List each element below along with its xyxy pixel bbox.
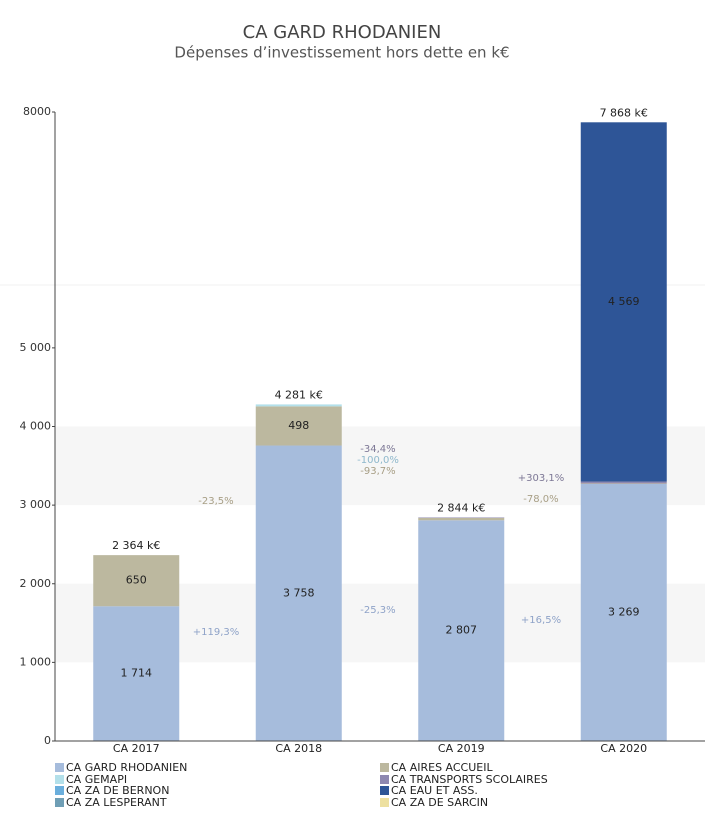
legend-swatch <box>55 798 64 807</box>
legend-label: CA GARD RHODANIEN <box>66 761 187 774</box>
legend-label: CA ZA LESPERANT <box>66 796 167 809</box>
chart-subtitle: Dépenses d’investissement hors dette en … <box>174 44 509 62</box>
legend-label: CA ZA DE SARCIN <box>391 796 488 809</box>
legend-label: CA EAU ET ASS. <box>391 784 478 797</box>
legend-swatch <box>55 786 64 795</box>
bar-segment <box>255 406 342 446</box>
legend-swatch <box>55 763 64 772</box>
legend-label: CA ZA DE BERNON <box>66 784 169 797</box>
change-annotation: -93,7% <box>360 466 395 477</box>
y-tick-label: 8000 <box>23 105 51 118</box>
value-label: 1 714 <box>121 667 153 680</box>
change-annotation: -23,5% <box>198 496 233 507</box>
chart-title: CA GARD RHODANIEN <box>243 22 442 43</box>
y-tick-label: 5 000 <box>20 341 52 354</box>
legend-label: CA TRANSPORTS SCOLAIRES <box>391 773 548 786</box>
bar-segment <box>580 483 667 484</box>
value-label: 4 569 <box>608 295 640 308</box>
legend-swatch <box>380 775 389 784</box>
value-label: 3 758 <box>283 586 315 599</box>
x-tick-label: CA 2019 <box>438 742 485 755</box>
bar-segment <box>255 445 342 741</box>
y-tick-label: 3 000 <box>20 498 52 511</box>
y-tick-label: 2 000 <box>20 577 52 590</box>
bar-segment <box>255 404 342 407</box>
x-tick-label: CA 2018 <box>275 742 322 755</box>
y-tick-label: 1 000 <box>20 655 52 668</box>
value-label: 650 <box>126 574 147 587</box>
change-annotation: -25,3% <box>360 605 395 616</box>
value-label: 498 <box>288 419 309 432</box>
bar-segment <box>93 606 180 741</box>
change-annotation: -78,0% <box>523 494 558 505</box>
legend-label: CA GEMAPI <box>66 773 127 786</box>
legend-swatch <box>380 763 389 772</box>
total-label: 7 868 k€ <box>600 106 648 119</box>
total-label: 4 281 k€ <box>275 388 323 401</box>
legend-swatch <box>380 786 389 795</box>
total-label: 2 364 k€ <box>112 539 160 552</box>
bar-segment <box>93 555 180 607</box>
x-tick-label: CA 2020 <box>600 742 647 755</box>
legend-swatch <box>55 775 64 784</box>
total-label: 2 844 k€ <box>437 501 485 514</box>
value-label: 2 807 <box>446 624 478 637</box>
x-tick-label: CA 2017 <box>113 742 160 755</box>
y-tick-label: 4 000 <box>20 420 52 433</box>
value-label: 3 269 <box>608 605 640 618</box>
change-annotation: +119,3% <box>193 627 240 638</box>
bar-segment <box>418 517 505 521</box>
bar-segment <box>580 122 667 482</box>
bar-segment <box>580 481 667 484</box>
legend-swatch <box>380 798 389 807</box>
bar-segment <box>580 483 667 741</box>
y-tick-label: 0 <box>44 734 51 747</box>
change-annotation: +16,5% <box>521 615 561 626</box>
change-annotation: -100,0% <box>357 455 399 466</box>
bar-segment <box>418 520 505 741</box>
legend-label: CA AIRES ACCUEIL <box>391 761 493 774</box>
change-annotation: +303,1% <box>518 473 565 484</box>
change-annotation: -34,4% <box>360 444 395 455</box>
